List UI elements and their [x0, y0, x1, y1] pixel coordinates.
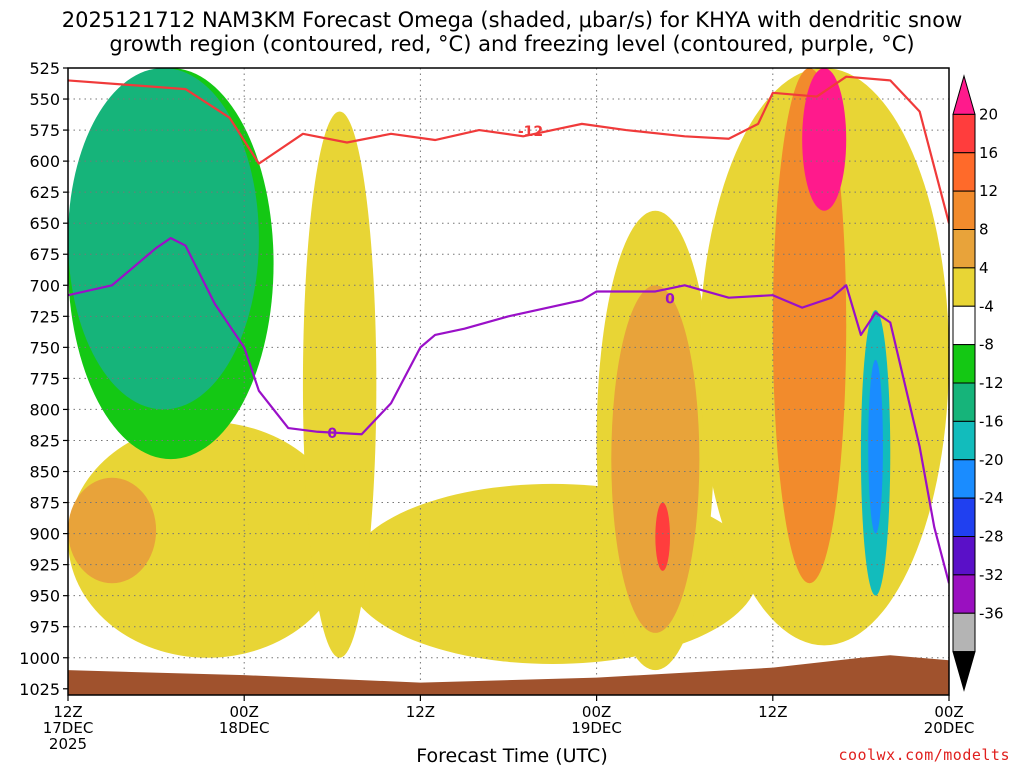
colorbar-segment-9 [952, 420, 976, 461]
omega-region-2 [302, 111, 377, 658]
colorbar-segment-11 [952, 497, 976, 537]
x-tick-label-1-0: 00Z [230, 703, 259, 721]
ground-layer [68, 655, 949, 695]
colorbar-segment-6 [952, 305, 976, 346]
y-tick-label-925: 925 [29, 556, 60, 575]
x-tick-label-4-0: 12Z [758, 703, 787, 721]
colorbar-label-9: -20 [979, 451, 1004, 469]
y-tick-label-950: 950 [29, 587, 60, 606]
colorbar-segment-4 [952, 229, 976, 269]
x-tick-label-5-0: 00Z [934, 703, 963, 721]
colorbar-label-12: -32 [979, 566, 1004, 584]
y-tick-label-850: 850 [29, 463, 60, 482]
omega-field [68, 68, 949, 671]
colorbar-label-7: -12 [979, 374, 1004, 392]
dgz-contour-minus12 [68, 75, 949, 224]
y-tick-label-725: 725 [29, 307, 60, 326]
y-tick-label-750: 750 [29, 338, 60, 357]
x-tick-label-5-1: 20DEC [924, 719, 975, 737]
x-tick-label-1-1: 18DEC [219, 719, 270, 737]
y-axis: 525 550 575 600 625 650 675 700 725 750 775 800 825 8… [19, 59, 68, 699]
colorbar-bottom-triangle [952, 651, 976, 692]
freezing-contour-label-2: 0 [327, 426, 337, 442]
omega-region-13 [868, 359, 883, 534]
omega-region-8 [802, 68, 847, 211]
y-tick-label-900: 900 [29, 525, 60, 544]
omega-region-6 [611, 285, 700, 633]
colorbar-segment-14 [952, 612, 976, 653]
colorbar-label-11: -28 [979, 528, 1004, 546]
colorbar-segment-10 [952, 459, 976, 499]
y-tick-label-975: 975 [29, 618, 60, 637]
y-tick-label-1025: 1025 [19, 680, 60, 699]
chart-title-line-1: 2025121712 NAM3KM Forecast Omega (shaded… [61, 8, 963, 32]
freezing-level-contour [68, 236, 949, 584]
y-tick-label-800: 800 [29, 400, 60, 419]
x-tick-label-3-1: 19DEC [571, 719, 622, 737]
colorbar-label-3: 8 [979, 221, 989, 239]
colorbar-label-5: -4 [979, 297, 994, 315]
contour-lines: -12 0 0 [68, 75, 949, 584]
colorbar-label-1: 16 [979, 144, 998, 162]
y-tick-label-575: 575 [29, 121, 60, 140]
omega-region-0 [68, 421, 347, 658]
colorbar-label-0: 20 [979, 105, 998, 123]
colorbar-label-4: 4 [979, 259, 989, 277]
omega-region-11 [68, 68, 259, 410]
plot-frame [67, 67, 950, 696]
y-tick-label-650: 650 [29, 214, 60, 233]
x-axis-label: Forecast Time (UTC) [416, 745, 608, 767]
colorbar-segment-1 [952, 113, 976, 154]
chart-title-line-2: growth region (contoured, red, °C) and f… [109, 32, 915, 56]
colorbar-label-10: -24 [979, 489, 1004, 507]
y-tick-label-550: 550 [29, 90, 60, 109]
colorbar-top-triangle [952, 74, 976, 115]
x-tick-label-0-1: 17DEC [43, 719, 94, 737]
ground-surface [68, 655, 949, 695]
y-tick-label-825: 825 [29, 431, 60, 450]
omega-region-5 [68, 477, 157, 584]
colorbar-segment-5 [952, 267, 976, 307]
y-tick-label-525: 525 [29, 59, 60, 78]
dgz-contour-label: -12 [518, 124, 543, 140]
y-tick-label-875: 875 [29, 494, 60, 513]
colorbar-segment-8 [952, 382, 976, 422]
y-tick-label-625: 625 [29, 183, 60, 202]
credit-text: coolwx.com/modelts [838, 746, 1010, 764]
colorbar: 20 16 12 8 4 -4 -8 -12 -16 -20 -24 -28 -32 -36 [952, 74, 1004, 692]
colorbar-segment-13 [952, 574, 976, 614]
x-tick-label-2-0: 12Z [406, 703, 435, 721]
colorbar-segment-3 [952, 190, 976, 230]
y-tick-label-775: 775 [29, 369, 60, 388]
colorbar-segment-2 [952, 152, 976, 192]
colorbar-label-2: 12 [979, 182, 998, 200]
colorbar-label-13: -36 [979, 604, 1004, 622]
colorbar-label-6: -8 [979, 336, 994, 354]
x-tick-label-3-0: 00Z [582, 703, 611, 721]
omega-region-9 [655, 502, 671, 571]
freezing-contour-label: 0 [665, 292, 675, 308]
y-tick-label-675: 675 [29, 245, 60, 264]
colorbar-label-8: -16 [979, 412, 1004, 430]
colorbar-segment-12 [952, 536, 976, 576]
y-tick-label-700: 700 [29, 276, 60, 295]
y-tick-label-1000: 1000 [19, 649, 60, 668]
x-tick-label-0-2: 2025 [49, 735, 87, 753]
x-tick-label-0-0: 12Z [53, 703, 82, 721]
y-tick-label-600: 600 [29, 152, 60, 171]
colorbar-segment-7 [952, 344, 976, 384]
